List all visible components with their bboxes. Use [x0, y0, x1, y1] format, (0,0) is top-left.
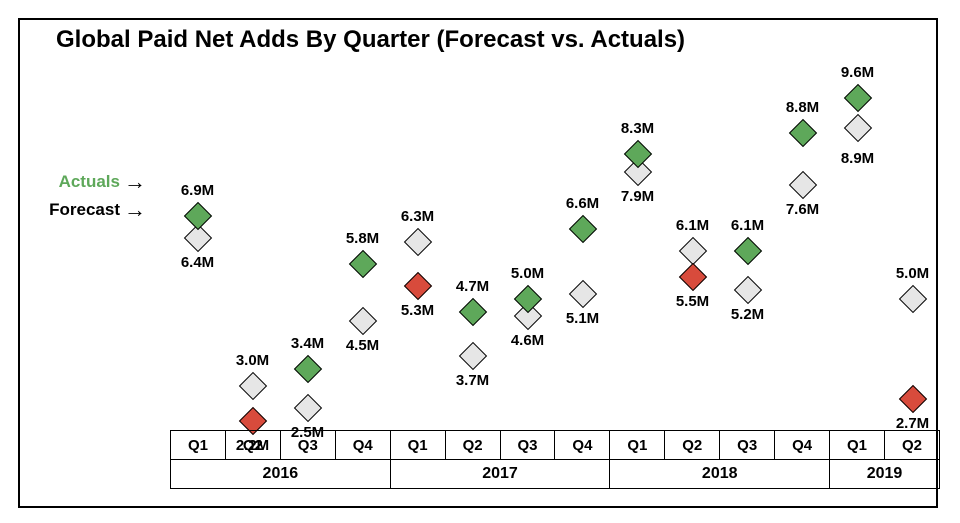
axis-quarter-cell: Q2 — [884, 431, 939, 460]
arrow-right-icon: → — [124, 199, 146, 221]
x-axis: Q1Q2Q3Q4Q1Q2Q3Q4Q1Q2Q3Q4Q1Q2 20162017201… — [170, 430, 940, 510]
quarter-column: 4.7M 3.7M — [445, 80, 500, 430]
actual-value-label: 8.3M — [621, 120, 654, 137]
quarter-column: 3.4M2.5M — [280, 80, 335, 430]
axis-quarter-cell: Q1 — [390, 431, 445, 460]
forecast-value-label: 5.1M — [566, 310, 599, 327]
quarter-column: 5.8M 4.5M — [335, 80, 390, 430]
forecast-marker — [788, 171, 816, 199]
forecast-marker — [238, 372, 266, 400]
forecast-value-label: 6.4M — [181, 254, 214, 271]
forecast-marker — [348, 306, 376, 334]
axis-quarter-cell: Q3 — [500, 431, 555, 460]
legend-actuals: Actuals → — [46, 168, 166, 196]
actual-value-label: 6.1M — [731, 217, 764, 234]
forecast-value-label: 6.3M — [401, 208, 434, 225]
quarter-column: 5.3M 6.3M — [390, 80, 445, 430]
actual-marker — [678, 263, 706, 291]
quarter-column: 5.5M 6.1M — [665, 80, 720, 430]
quarter-column: 6.6M 5.1M — [555, 80, 610, 430]
forecast-value-label: 7.6M — [786, 201, 819, 218]
forecast-marker — [568, 280, 596, 308]
quarter-column: 2.2M3.0M — [225, 80, 280, 430]
actual-marker — [513, 285, 541, 313]
actual-value-label: 5.0M — [511, 265, 544, 282]
legend-forecast: Forecast → — [46, 196, 166, 224]
axis-year-cell: 2016 — [171, 460, 391, 489]
actual-marker — [733, 236, 761, 264]
forecast-value-label: 5.0M — [896, 265, 929, 282]
quarter-column: 6.1M 5.2M — [720, 80, 775, 430]
forecast-marker — [733, 276, 761, 304]
actual-value-label: 3.4M — [291, 335, 324, 352]
axis-quarter-cell: Q4 — [335, 431, 390, 460]
axis-year-cell: 2017 — [390, 460, 610, 489]
axis-quarter-cell: Q1 — [830, 431, 885, 460]
legend-actuals-label: Actuals — [46, 172, 120, 192]
legend: Actuals → Forecast → — [46, 168, 166, 224]
title-wrap: Global Paid Net Adds By Quarter (Forecas… — [48, 26, 693, 54]
axis-quarter-cell: Q4 — [555, 431, 610, 460]
actual-marker — [403, 271, 431, 299]
axis-year-cell: 2019 — [830, 460, 940, 489]
axis-quarter-cell: Q1 — [171, 431, 226, 460]
actual-marker — [843, 83, 871, 111]
forecast-marker — [843, 114, 871, 142]
quarter-column: 2.7M5.0M — [885, 80, 940, 430]
axis-quarter-cell: Q2 — [445, 431, 500, 460]
axis-quarter-cell: Q4 — [775, 431, 830, 460]
axis-quarter-cell: Q1 — [610, 431, 665, 460]
actual-value-label: 9.6M — [841, 64, 874, 81]
forecast-value-label: 3.0M — [236, 352, 269, 369]
chart-title: Global Paid Net Adds By Quarter (Forecas… — [56, 26, 685, 53]
actual-marker — [348, 250, 376, 278]
actual-value-label: 6.6M — [566, 195, 599, 212]
axis-year-cell: 2018 — [610, 460, 830, 489]
forecast-value-label: 3.7M — [456, 372, 489, 389]
actual-value-label: 5.3M — [401, 302, 434, 319]
actual-marker — [293, 355, 321, 383]
axis-year-row: 2016201720182019 — [171, 460, 940, 489]
quarter-column: 8.3M 7.9M — [610, 80, 665, 430]
actual-marker — [183, 201, 211, 229]
forecast-marker — [403, 228, 431, 256]
axis-quarter-cell: Q2 — [225, 431, 280, 460]
axis-quarter-cell: Q3 — [720, 431, 775, 460]
quarter-column: 8.8M 7.6M — [775, 80, 830, 430]
axis-quarter-cell: Q3 — [280, 431, 335, 460]
actual-marker — [623, 140, 651, 168]
forecast-value-label: 4.6M — [511, 332, 544, 349]
chart-frame: Global Paid Net Adds By Quarter (Forecas… — [18, 18, 938, 508]
forecast-marker — [293, 394, 321, 422]
legend-forecast-label: Forecast — [46, 200, 120, 220]
actual-marker — [898, 385, 926, 413]
axis-quarter-cell: Q2 — [665, 431, 720, 460]
quarter-column: 5.0M 4.6M — [500, 80, 555, 430]
plot-area: 6.9M 6.4M 2.2M3.0M3.4M2.5M 5.8M 4.5M 5.3M 6.3M… — [170, 80, 940, 430]
forecast-value-label: 8.9M — [841, 150, 874, 167]
actual-value-label: 5.8M — [346, 230, 379, 247]
actual-marker — [458, 298, 486, 326]
actual-marker — [568, 215, 596, 243]
forecast-marker — [458, 341, 486, 369]
forecast-value-label: 7.9M — [621, 188, 654, 205]
axis-quarter-row: Q1Q2Q3Q4Q1Q2Q3Q4Q1Q2Q3Q4Q1Q2 — [171, 431, 940, 460]
axis-table: Q1Q2Q3Q4Q1Q2Q3Q4Q1Q2Q3Q4Q1Q2 20162017201… — [170, 430, 940, 489]
forecast-value-label: 6.1M — [676, 217, 709, 234]
quarter-column: 6.9M 6.4M — [170, 80, 225, 430]
actual-marker — [788, 118, 816, 146]
forecast-marker — [678, 236, 706, 264]
actual-value-label: 6.9M — [181, 182, 214, 199]
actual-value-label: 8.8M — [786, 99, 819, 116]
forecast-marker — [898, 285, 926, 313]
quarter-column: 9.6M8.9M — [830, 80, 885, 430]
actual-value-label: 4.7M — [456, 278, 489, 295]
forecast-value-label: 4.5M — [346, 337, 379, 354]
arrow-right-icon: → — [124, 171, 146, 193]
forecast-value-label: 5.2M — [731, 306, 764, 323]
actual-value-label: 5.5M — [676, 293, 709, 310]
